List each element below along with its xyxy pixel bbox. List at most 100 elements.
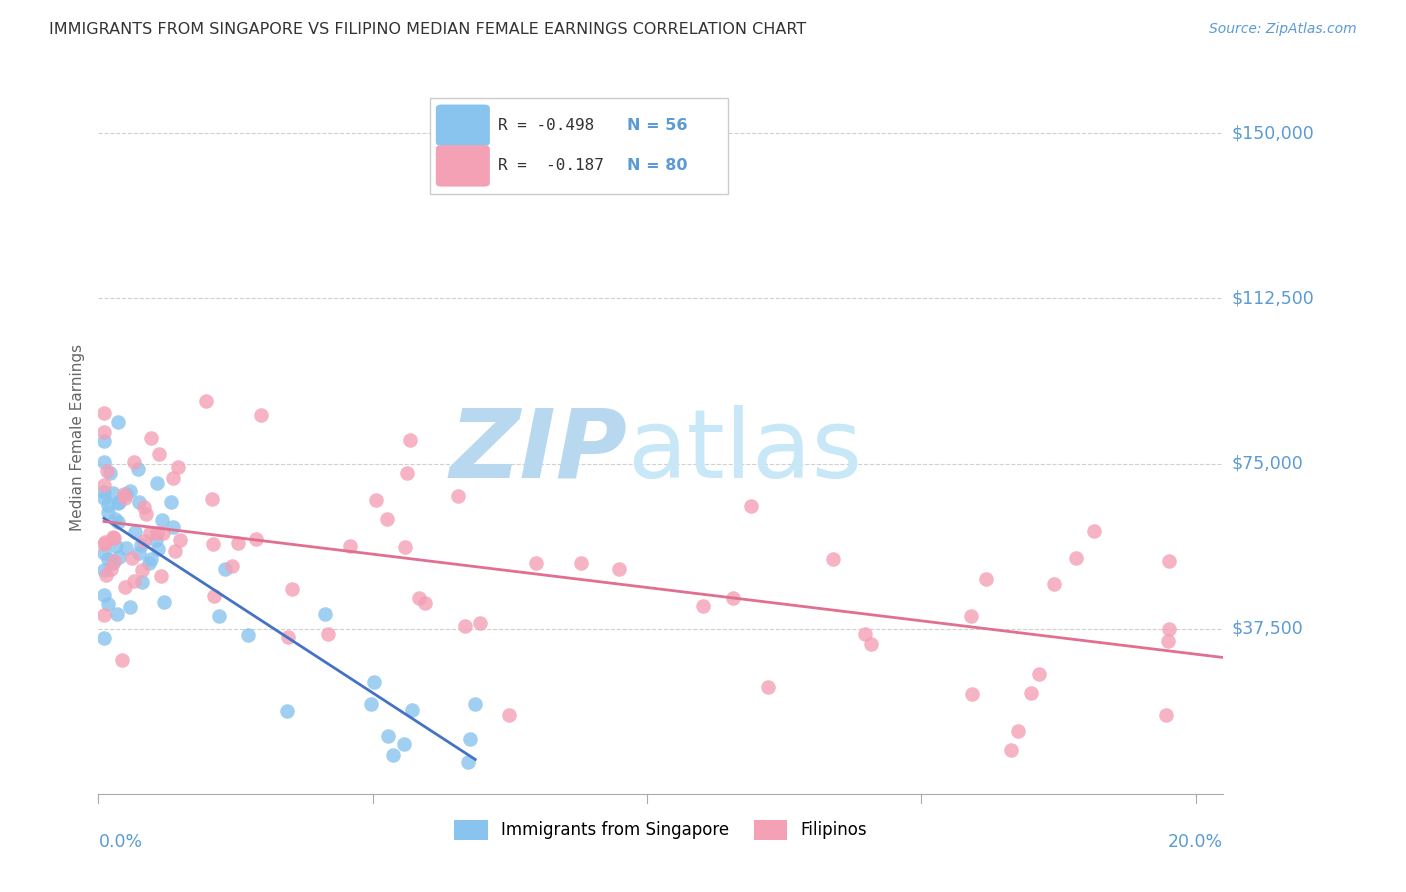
Point (135, 507, 157, 521)
Text: R = -0.498: R = -0.498 (498, 118, 593, 133)
Point (150, 513, 173, 527)
Point (468, 615, 491, 630)
Point (149, 569, 172, 583)
Point (100, 467, 122, 481)
Point (124, 574, 146, 589)
Point (103, 553, 125, 567)
Point (974, 573, 997, 587)
Point (107, 516, 129, 530)
Point (139, 551, 162, 566)
Point (194, 393, 217, 408)
Text: $37,500: $37,500 (1232, 620, 1303, 638)
Point (145, 476, 167, 491)
Point (162, 520, 184, 534)
Point (457, 755, 479, 769)
Text: $112,500: $112,500 (1232, 289, 1315, 308)
Point (115, 487, 138, 501)
Point (823, 551, 845, 566)
Point (94, 568, 117, 582)
Point (97, 552, 120, 566)
Point (201, 492, 224, 507)
Point (960, 609, 983, 624)
Point (100, 562, 122, 576)
Point (962, 687, 984, 701)
Point (276, 705, 298, 719)
Point (93, 425, 115, 440)
Point (128, 494, 150, 508)
Point (97, 498, 120, 512)
Point (152, 526, 174, 541)
Point (153, 594, 176, 608)
Text: N = 56: N = 56 (627, 118, 688, 133)
Point (221, 559, 243, 574)
Text: $75,000: $75,000 (1232, 455, 1303, 473)
Point (167, 459, 190, 474)
Legend: Immigrants from Singapore, Filipinos: Immigrants from Singapore, Filipinos (447, 814, 875, 847)
Point (498, 708, 520, 723)
Point (93, 477, 115, 491)
Point (375, 512, 398, 526)
Point (93, 491, 115, 505)
Point (1159, 622, 1181, 636)
Text: Source: ZipAtlas.com: Source: ZipAtlas.com (1209, 22, 1357, 37)
Point (1064, 550, 1087, 565)
Point (93, 607, 115, 622)
Point (208, 608, 231, 623)
Point (377, 729, 399, 743)
Point (401, 703, 423, 717)
Point (114, 580, 136, 594)
Point (160, 494, 183, 508)
Point (853, 626, 876, 640)
Point (245, 533, 267, 547)
Point (141, 431, 163, 445)
Point (458, 731, 481, 746)
Point (464, 697, 486, 711)
Point (93, 546, 115, 560)
FancyBboxPatch shape (436, 145, 489, 186)
Point (250, 408, 273, 422)
Y-axis label: Median Female Earnings: Median Female Earnings (69, 343, 84, 531)
Point (447, 489, 470, 503)
Point (1007, 724, 1029, 739)
Point (93, 406, 115, 420)
Point (93, 588, 115, 602)
Text: R =  -0.187: R = -0.187 (498, 159, 603, 173)
Text: 0.0%: 0.0% (98, 833, 142, 851)
Point (145, 533, 167, 547)
Point (162, 470, 184, 484)
Point (131, 563, 153, 577)
Point (339, 539, 361, 553)
Point (277, 630, 299, 644)
Point (1156, 708, 1178, 723)
Point (107, 415, 129, 429)
Point (163, 544, 186, 558)
Text: IMMIGRANTS FROM SINGAPORE VS FILIPINO MEDIAN FEMALE EARNINGS CORRELATION CHART: IMMIGRANTS FROM SINGAPORE VS FILIPINO ME… (49, 22, 807, 37)
Point (413, 596, 436, 610)
Point (1019, 686, 1042, 700)
Point (96, 598, 118, 612)
Point (226, 536, 249, 550)
Point (1157, 554, 1180, 568)
Point (114, 491, 136, 505)
Point (129, 538, 152, 552)
Point (108, 550, 131, 565)
Point (120, 483, 142, 498)
Point (127, 462, 149, 476)
Text: N = 80: N = 80 (627, 159, 688, 173)
Point (124, 524, 146, 539)
Point (526, 556, 548, 570)
Point (148, 447, 170, 461)
Point (1000, 743, 1022, 757)
Point (104, 539, 127, 553)
Point (607, 562, 630, 576)
Point (360, 698, 382, 712)
Point (112, 487, 135, 501)
Point (128, 546, 150, 560)
Point (131, 574, 153, 589)
Point (569, 556, 592, 570)
Point (115, 541, 138, 555)
Point (399, 434, 422, 448)
Text: $150,000: $150,000 (1232, 124, 1315, 142)
Point (692, 599, 714, 614)
Point (721, 591, 744, 606)
